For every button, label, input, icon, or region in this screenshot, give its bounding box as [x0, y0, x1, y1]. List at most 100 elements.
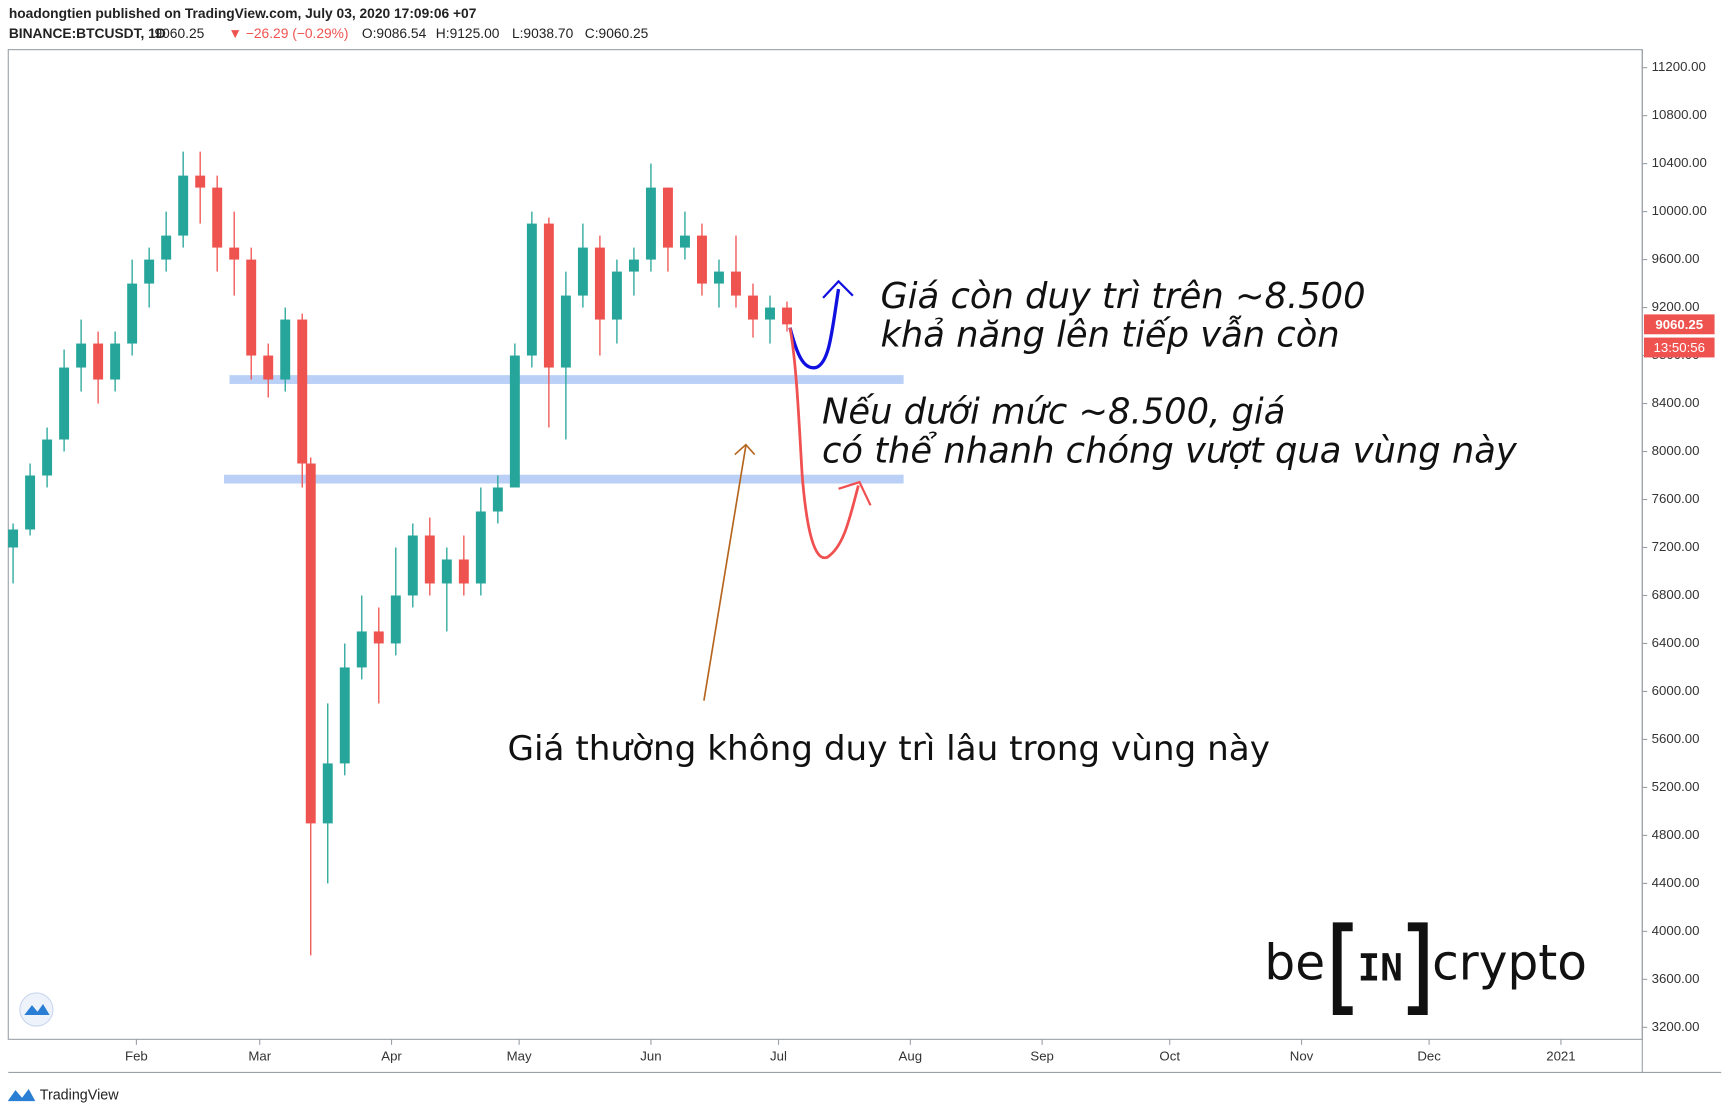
ohlc-low: L:9038.70 — [512, 26, 574, 41]
logo-text: IN — [1358, 945, 1403, 989]
candle-body — [475, 511, 486, 584]
candle-body — [356, 631, 367, 668]
candle-body — [407, 535, 418, 596]
logo-text: be — [1264, 936, 1325, 992]
x-tick-label: Jul — [770, 1048, 787, 1063]
y-tick-label: 10800.00 — [1652, 107, 1707, 122]
y-tick-label: 8400.00 — [1652, 395, 1700, 410]
bull-scenario — [788, 288, 841, 370]
candle-body — [390, 595, 401, 644]
ohlc-open: O:9086.54 — [362, 26, 427, 41]
candle-body — [526, 223, 537, 356]
candle-body — [628, 259, 639, 272]
candle-body — [42, 439, 53, 476]
candle-body — [645, 187, 656, 260]
candle-body — [25, 475, 36, 530]
candle-body — [280, 319, 291, 380]
pointer-arrowhead — [734, 443, 756, 456]
y-tick-label: 4400.00 — [1652, 875, 1700, 890]
y-tick-label: 9600.00 — [1652, 251, 1700, 266]
candle-body — [212, 187, 223, 248]
x-tick-label: 2021 — [1546, 1048, 1575, 1063]
candle-body — [714, 271, 724, 284]
annotation: Giá thường không duy trì lâu trong vùng … — [508, 729, 1270, 769]
y-tick-label: 4800.00 — [1652, 827, 1700, 842]
candle-body — [8, 529, 19, 548]
candle-body — [577, 247, 588, 296]
candle-body — [662, 187, 673, 248]
bear-arrowhead — [838, 480, 872, 506]
candle-body — [424, 535, 435, 584]
x-tick-label: Sep — [1030, 1048, 1054, 1063]
y-tick-label: 5600.00 — [1652, 731, 1700, 746]
candle-body — [441, 559, 452, 584]
candle-body — [543, 223, 554, 368]
candle-body — [696, 235, 707, 284]
y-tick-label: 3200.00 — [1652, 1019, 1700, 1034]
price-tag-label: 9060.25 — [1655, 317, 1703, 332]
candle-body — [458, 559, 469, 584]
candle-body — [560, 295, 571, 368]
footer-brand: TradingView — [40, 1087, 119, 1103]
candle-body — [679, 235, 690, 248]
candle-body — [144, 259, 155, 284]
ohlc-close: C:9060.25 — [585, 26, 649, 41]
bull-arrowhead — [822, 279, 854, 299]
tv-badge-icon — [24, 1004, 50, 1016]
candle-body — [297, 319, 308, 464]
annotation: khả năng lên tiếp vẫn còn — [880, 315, 1339, 356]
x-tick-label: Aug — [899, 1048, 923, 1063]
candle-body — [492, 487, 503, 512]
bear-scenario — [788, 327, 860, 560]
candle-body — [93, 343, 104, 380]
candle-body — [305, 463, 316, 824]
series-layer: 3200.00 3600.00 4000.00 4400.00 4800.00 5200.… — [8, 59, 1715, 1063]
y-tick-label: 8000.00 — [1652, 443, 1700, 458]
countdown-box — [1643, 337, 1715, 358]
tv-badge[interactable] — [19, 992, 54, 1027]
y-tick-label: 11200.00 — [1652, 59, 1706, 74]
price-tag — [1643, 314, 1715, 335]
candle-body — [246, 259, 257, 356]
symbol: BINANCE:BTCUSDT, 1D — [9, 26, 166, 41]
x-tick-label: May — [507, 1048, 532, 1063]
candle-body — [611, 271, 622, 320]
candle-body — [76, 343, 87, 368]
logo-text: crypto — [1432, 936, 1587, 992]
y-tick-label: 4000.00 — [1652, 923, 1700, 938]
candle-body — [127, 283, 138, 344]
candle-body — [229, 247, 240, 260]
candle-body — [59, 367, 70, 440]
y-tick-label: 3600.00 — [1652, 971, 1700, 986]
y-tick-label: 10000.00 — [1652, 203, 1707, 218]
candle-body — [594, 247, 605, 320]
y-tick-label: 5200.00 — [1652, 779, 1700, 794]
y-tick-label: 7200.00 — [1652, 539, 1700, 554]
candle-body — [731, 271, 741, 296]
y-tick-label: 7600.00 — [1652, 491, 1700, 506]
candle-body — [322, 763, 333, 824]
candle-body — [748, 295, 758, 320]
x-tick-label: Feb — [125, 1048, 148, 1063]
publisher: hoadongtien published on TradingView.com… — [9, 6, 477, 21]
x-tick-label: Apr — [381, 1048, 402, 1063]
y-tick-label: 9200.00 — [1652, 299, 1700, 314]
candle-body — [782, 307, 792, 325]
x-tick-label: Jun — [640, 1048, 661, 1063]
x-tick-label: Oct — [1159, 1048, 1180, 1063]
candle-body — [161, 235, 172, 260]
candle-body — [178, 175, 189, 236]
annotation: có thể nhanh chóng vượt qua vùng này — [822, 430, 1518, 471]
candle-body — [263, 355, 274, 380]
level-zone — [223, 474, 904, 484]
pointer-line — [703, 445, 747, 701]
countdown: 13:50:56 — [1654, 340, 1705, 355]
annotation: Giá còn duy trì trên ~8.500 — [880, 276, 1365, 317]
footer-icon — [7, 1088, 36, 1102]
x-tick-label: Dec — [1417, 1048, 1441, 1063]
x-tick-label: Nov — [1290, 1048, 1314, 1063]
candle-body — [339, 667, 350, 764]
candle-body — [110, 343, 121, 380]
y-tick-label: 6800.00 — [1652, 587, 1700, 602]
